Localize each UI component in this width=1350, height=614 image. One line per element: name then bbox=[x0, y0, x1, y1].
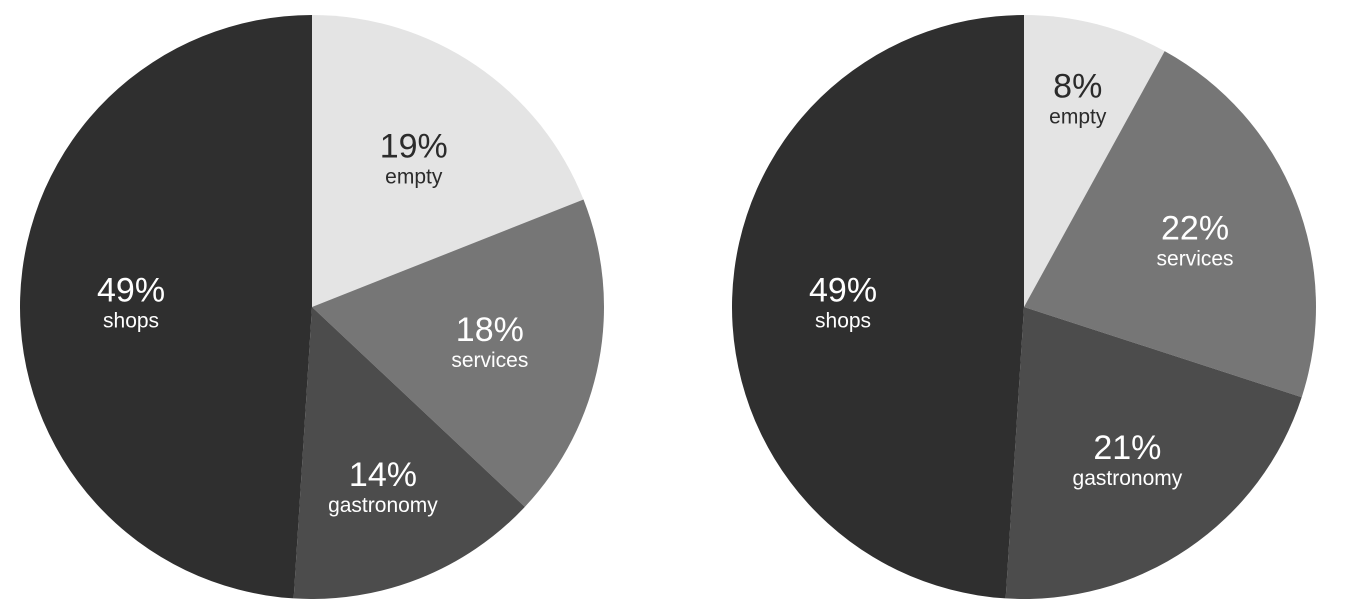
pie-right: 8%empty 22%services 21%gastronomy 49%shops bbox=[732, 15, 1316, 599]
pie-right-label-shops: 49%shops bbox=[809, 271, 877, 332]
pie-left-name-shops: shops bbox=[103, 309, 159, 332]
pie-right-percent-gastronomy: 21% bbox=[1093, 429, 1161, 467]
pie-left-name-gastronomy: gastronomy bbox=[328, 494, 438, 517]
pie-left-label-shops: 49%shops bbox=[97, 271, 165, 332]
pie-right-percent-empty: 8% bbox=[1053, 68, 1102, 106]
pie-left-percent-empty: 19% bbox=[380, 127, 448, 165]
pie-left: 19%empty 18%services 14%gastronomy 49%shops bbox=[20, 15, 604, 599]
pie-right-label-services: 22%services bbox=[1157, 209, 1234, 270]
pie-left-percent-gastronomy: 14% bbox=[349, 456, 417, 494]
pie-right-name-empty: empty bbox=[1049, 106, 1107, 129]
pie-right-name-services: services bbox=[1157, 247, 1234, 270]
pie-right-slice-shops bbox=[732, 15, 1024, 598]
pie-left-wrap: 19%empty 18%services 14%gastronomy 49%shops bbox=[20, 15, 604, 599]
pie-right-percent-services: 22% bbox=[1161, 209, 1229, 247]
pie-left-label-empty: 19%empty bbox=[380, 127, 448, 188]
pie-right-name-shops: shops bbox=[815, 309, 871, 332]
pie-right-percent-shops: 49% bbox=[809, 271, 877, 309]
pie-left-percent-shops: 49% bbox=[97, 271, 165, 309]
pie-left-slice-shops bbox=[20, 15, 312, 598]
pie-right-label-empty: 8%empty bbox=[1049, 68, 1107, 129]
pie-right-name-gastronomy: gastronomy bbox=[1073, 467, 1183, 490]
chart-stage: 19%empty18%services14%gastronomy49%shops… bbox=[0, 0, 1350, 614]
pie-left-name-empty: empty bbox=[385, 165, 443, 188]
pie-left-percent-services: 18% bbox=[456, 311, 524, 349]
pie-left-name-services: services bbox=[451, 349, 528, 372]
pie-left-label-services: 18%services bbox=[451, 311, 528, 372]
pie-right-wrap: 8%empty 22%services 21%gastronomy 49%shops bbox=[732, 15, 1316, 599]
